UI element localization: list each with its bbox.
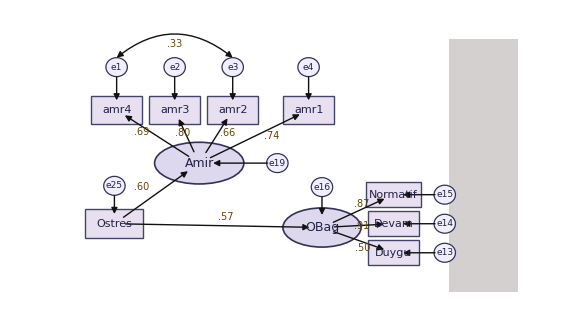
Text: e4: e4 — [303, 63, 314, 72]
Text: .74: .74 — [264, 131, 280, 141]
Text: .33: .33 — [167, 39, 182, 50]
Text: e16: e16 — [313, 183, 331, 192]
FancyBboxPatch shape — [149, 96, 200, 124]
FancyBboxPatch shape — [366, 182, 421, 207]
Ellipse shape — [311, 178, 333, 196]
Text: .50: .50 — [355, 243, 371, 253]
Text: .66: .66 — [219, 128, 235, 138]
Ellipse shape — [434, 214, 456, 233]
Text: e3: e3 — [227, 63, 238, 72]
Ellipse shape — [298, 58, 319, 77]
FancyBboxPatch shape — [85, 209, 143, 238]
Text: .69: .69 — [134, 127, 149, 136]
Ellipse shape — [154, 142, 244, 184]
FancyBboxPatch shape — [283, 96, 334, 124]
Ellipse shape — [106, 58, 127, 77]
Text: e13: e13 — [436, 248, 453, 257]
Ellipse shape — [222, 58, 244, 77]
Text: e2: e2 — [169, 63, 180, 72]
Text: .80: .80 — [175, 128, 190, 138]
Ellipse shape — [283, 208, 361, 247]
FancyBboxPatch shape — [449, 27, 539, 304]
Ellipse shape — [104, 176, 125, 195]
Text: Ostres: Ostres — [96, 219, 132, 229]
Text: .91: .91 — [354, 221, 369, 231]
Text: amr4: amr4 — [102, 105, 131, 115]
Text: e14: e14 — [436, 219, 453, 228]
Text: .60: .60 — [134, 182, 149, 192]
Ellipse shape — [267, 154, 288, 173]
Text: amr1: amr1 — [294, 105, 323, 115]
Ellipse shape — [434, 243, 456, 262]
Text: e15: e15 — [436, 190, 453, 199]
Text: amr2: amr2 — [218, 105, 248, 115]
FancyBboxPatch shape — [367, 240, 419, 265]
Text: Devam: Devam — [373, 219, 414, 229]
FancyBboxPatch shape — [91, 96, 142, 124]
Text: OBag: OBag — [305, 221, 339, 234]
Text: e19: e19 — [269, 159, 286, 168]
FancyBboxPatch shape — [367, 211, 419, 236]
FancyBboxPatch shape — [207, 96, 259, 124]
Text: .57: .57 — [218, 213, 234, 222]
Text: Amir: Amir — [184, 156, 214, 170]
Text: .87: .87 — [354, 199, 369, 209]
Ellipse shape — [164, 58, 185, 77]
Text: e1: e1 — [111, 63, 122, 72]
Text: Duygu: Duygu — [375, 248, 412, 258]
Text: amr3: amr3 — [160, 105, 190, 115]
Text: Normatif: Normatif — [369, 190, 418, 200]
Text: e25: e25 — [106, 181, 123, 190]
Ellipse shape — [434, 185, 456, 204]
